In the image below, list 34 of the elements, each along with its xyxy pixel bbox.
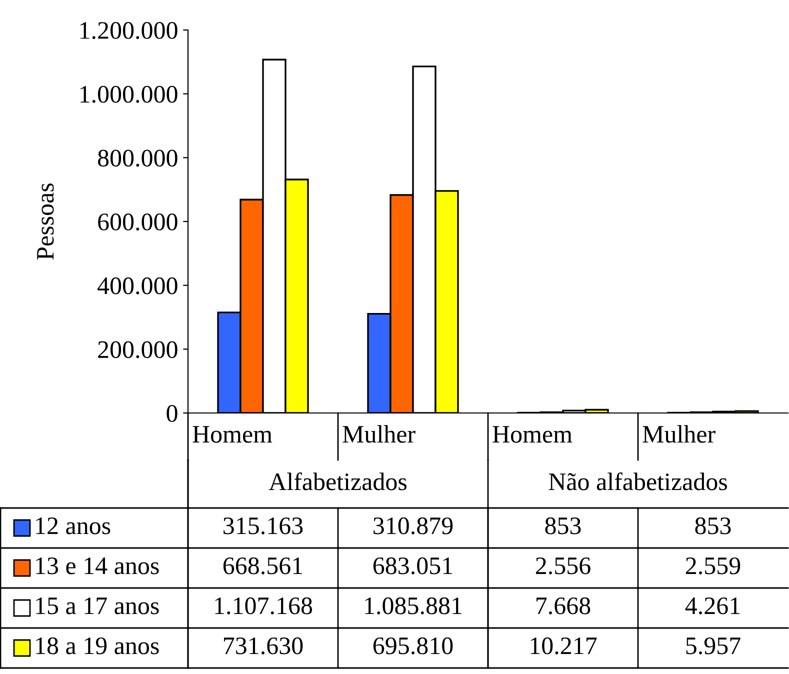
text: Alfabetizados [268,472,407,490]
x-tick-label: Homem [192,426,272,443]
y-tick-label: 1.200.000 [80,22,178,40]
legend-label: 18 a 19 anos [36,637,159,654]
y-tick-label: 400.000 [98,277,178,294]
data-label: 2.556 [536,557,590,574]
data-label: 695.810 [373,637,453,654]
x-tick-label: Mulher [642,425,716,443]
data-label: 1.107.168 [215,597,312,614]
data-label: 683.051 [373,557,452,574]
data-label: 10.217 [530,637,597,654]
legend-label: 12 anos [36,517,110,534]
data-label: 5.957 [686,637,740,654]
x-tick-label: Mulher [342,425,416,443]
y-tick-label: 0 [166,405,178,422]
data-label: 7.668 [536,597,590,614]
data-label: 4.261 [685,597,740,614]
data-label: 310.879 [374,517,453,534]
data-label: 2.559 [686,557,740,574]
data-label: 1.085.881 [365,597,462,614]
data-label: 668.561 [223,557,302,574]
legend-label: 13 e 14 anos [36,557,159,574]
y-tick-label: 600.000 [98,214,178,231]
y-tick-label: 1.000.000 [80,86,178,103]
data-label: 853 [545,517,581,534]
x-tick-label: Homem [492,426,572,443]
data-label: 315.163 [224,517,303,534]
y-tick-label: 200.000 [98,341,178,358]
text: Não alfabetizados [548,472,727,490]
data-label: 731.630 [224,637,303,654]
legend-label: 15 a 17 anos [36,598,159,614]
data-label: 853 [695,517,731,534]
y-axis-title: Pessoas [37,184,54,260]
y-tick-label: 800.000 [98,150,178,167]
